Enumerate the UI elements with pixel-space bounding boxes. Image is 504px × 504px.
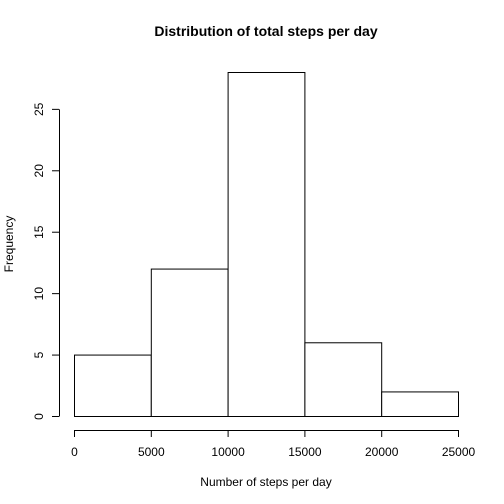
y-tick-label: 20	[32, 164, 46, 178]
histogram-bar-0	[75, 355, 152, 416]
bars-group	[75, 73, 459, 417]
y-axis: 0 5 10 15 20 25	[32, 102, 60, 419]
x-axis: 0 5000 10000 15000 20000 25000	[71, 430, 475, 459]
histogram-bar-1	[151, 269, 228, 416]
chart-title: Distribution of total steps per day	[154, 23, 377, 39]
x-tick-label: 15000	[288, 445, 322, 459]
histogram-bar-4	[382, 392, 459, 417]
histogram-bar-3	[305, 343, 382, 417]
x-tick-label: 20000	[365, 445, 399, 459]
histogram-bar-2	[228, 73, 305, 417]
y-tick-label: 25	[32, 102, 46, 116]
x-axis-label: Number of steps per day	[200, 475, 331, 489]
x-tick-label: 0	[71, 445, 78, 459]
y-tick-label: 5	[32, 351, 46, 358]
y-tick-label: 10	[32, 287, 46, 301]
x-tick-label: 25000	[442, 445, 476, 459]
y-tick-label: 15	[32, 225, 46, 239]
y-axis-label: Frequency	[2, 216, 16, 273]
x-tick-label: 10000	[211, 445, 245, 459]
x-tick-label: 5000	[138, 445, 165, 459]
y-tick-label: 0	[32, 413, 46, 420]
